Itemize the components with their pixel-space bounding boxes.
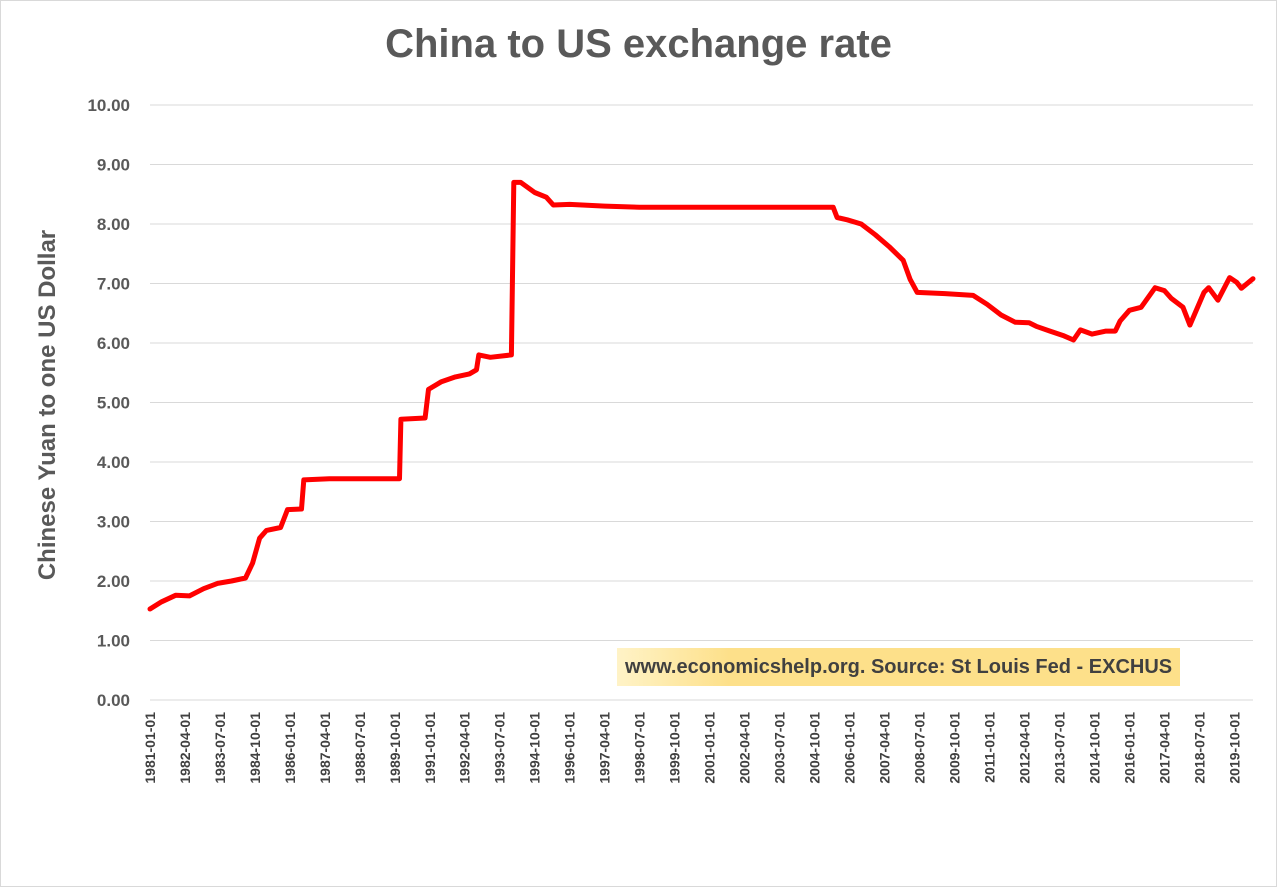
x-tick-label: 2007-04-01 [876,712,892,784]
y-tick-label: 5.00 [97,394,130,413]
gridlines [150,104,1253,701]
x-tick-label: 1993-07-01 [492,712,508,784]
y-tick-label: 9.00 [97,156,130,175]
x-axis-ticks: 1981-01-01 1982-04-01 1983-07-01 1984-10-01… [142,712,1242,784]
source-note: www.economicshelp.org. Source: St Louis … [617,648,1181,686]
y-tick-label: 4.00 [97,453,130,472]
y-tick-label: 3.00 [97,513,130,532]
x-tick-label: 1998-07-01 [632,712,648,784]
y-tick-label: 7.00 [97,275,130,294]
y-tick-label: 1.00 [97,632,130,651]
x-tick-label: 1983-07-01 [212,712,228,784]
x-tick-label: 1991-01-01 [422,712,438,784]
y-axis-ticks: 0.00 1.00 2.00 3.00 4.00 5.00 6.00 7.00 8.00 9.00… [87,96,130,710]
x-tick-label: 2012-04-01 [1016,712,1032,784]
x-tick-label: 2017-04-01 [1156,712,1172,784]
x-tick-label: 2001-01-01 [702,712,718,784]
y-tick-label: 10.00 [87,96,130,115]
x-tick-label: 2006-01-01 [842,712,858,784]
y-tick-label: 6.00 [97,334,130,353]
x-tick-label: 1992-04-01 [457,712,473,784]
y-tick-label: 8.00 [97,215,130,234]
x-tick-label: 1986-01-01 [282,712,298,784]
x-tick-label: 1989-10-01 [387,712,403,784]
x-tick-label: 2018-07-01 [1191,712,1207,784]
y-tick-label: 2.00 [97,572,130,591]
x-tick-label: 2003-07-01 [771,712,787,784]
x-tick-label: 1984-10-01 [247,712,263,784]
x-tick-label: 2008-07-01 [911,712,927,784]
x-tick-label: 1996-01-01 [562,712,578,784]
x-tick-label: 2019-10-01 [1226,712,1242,784]
x-tick-label: 1987-04-01 [317,712,333,784]
x-tick-label: 1981-01-01 [142,712,158,784]
x-tick-label: 2013-07-01 [1051,712,1067,784]
x-tick-label: 1982-04-01 [177,712,193,784]
chart-title: China to US exchange rate [385,22,892,66]
x-tick-label: 2004-10-01 [807,712,823,784]
x-tick-label: 2002-04-01 [737,712,753,784]
exchange-rate-line [147,179,1256,612]
x-tick-label: 2016-01-01 [1121,712,1137,784]
x-tick-label: 1997-04-01 [597,712,613,784]
x-tick-label: 2009-10-01 [946,712,962,784]
x-tick-label: 1988-07-01 [352,712,368,784]
x-tick-label: 1999-10-01 [667,712,683,784]
x-tick-label: 2014-10-01 [1086,712,1102,784]
y-tick-label: 0.00 [97,691,130,710]
x-tick-label: 1994-10-01 [527,712,543,784]
x-tick-label: 2011-01-01 [982,712,998,783]
